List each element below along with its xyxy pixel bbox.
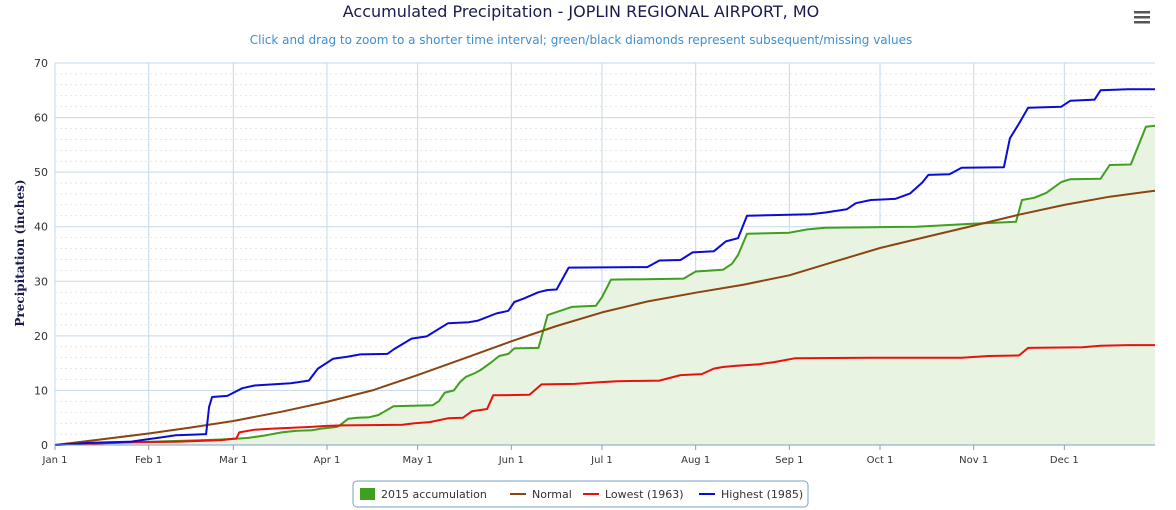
legend-box xyxy=(352,480,809,508)
legend-label: Lowest (1963) xyxy=(605,488,684,501)
y-tick-label: 20 xyxy=(34,330,48,343)
x-tick-label: Sep 1 xyxy=(775,455,803,466)
x-tick-label: Jun 1 xyxy=(498,455,524,466)
legend-label: 2015 accumulation xyxy=(381,488,487,501)
legend-item-highest-1985[interactable]: Highest (1985) xyxy=(699,488,803,501)
x-tick-label: Oct 1 xyxy=(867,455,894,466)
y-tick-label: 50 xyxy=(34,166,48,179)
chart-subtitle: Click and drag to zoom to a shorter time… xyxy=(250,33,912,47)
x-tick-label: Aug 1 xyxy=(681,455,710,466)
legend-item-2015-accumulation[interactable]: 2015 accumulation xyxy=(360,488,487,501)
y-axis-label: Precipitation (inches) xyxy=(13,179,27,326)
series-area-2015-accumulation xyxy=(55,125,1155,446)
chart-legend: 2015 accumulation Normal Lowest (1963) High… xyxy=(352,480,809,508)
series-line-lowest-1963[interactable] xyxy=(54,344,1155,446)
hamburger-menu-icon[interactable] xyxy=(1130,8,1154,28)
x-tick-label: Jan 1 xyxy=(42,455,68,466)
axes: 0 10 20 30 40 50 60 70 Jan 1 Feb 1 Mar 1 Apr 1 May 1… xyxy=(34,57,1155,466)
x-tick-label: Apr 1 xyxy=(314,455,341,466)
x-tick-label: Feb 1 xyxy=(135,455,162,466)
y-tick-label: 40 xyxy=(34,221,48,234)
series-layer xyxy=(54,88,1156,446)
x-tick-label: Mar 1 xyxy=(219,455,247,466)
y-tick-label: 70 xyxy=(34,57,48,70)
x-tick-label: Nov 1 xyxy=(959,455,988,466)
legend-label: Normal xyxy=(532,488,572,501)
chart-title: Accumulated Precipitation - JOPLIN REGIO… xyxy=(343,2,820,21)
legend-swatch xyxy=(360,488,375,500)
series-line-normal[interactable] xyxy=(54,189,1156,446)
legend-item-normal[interactable]: Normal xyxy=(510,488,572,501)
legend-item-lowest-1963[interactable]: Lowest (1963) xyxy=(583,488,684,501)
series-line-2015-accumulation[interactable] xyxy=(54,124,1156,446)
y-tick-label: 0 xyxy=(41,439,48,452)
x-tick-label: Dec 1 xyxy=(1050,455,1079,466)
legend-label: Highest (1985) xyxy=(721,488,803,501)
x-tick-label: May 1 xyxy=(403,455,433,466)
y-tick-label: 10 xyxy=(34,384,48,397)
series-line-highest-1985[interactable] xyxy=(54,88,1155,446)
y-tick-label: 30 xyxy=(34,275,48,288)
y-tick-label: 60 xyxy=(34,112,48,125)
x-tick-label: Jul 1 xyxy=(590,455,613,466)
